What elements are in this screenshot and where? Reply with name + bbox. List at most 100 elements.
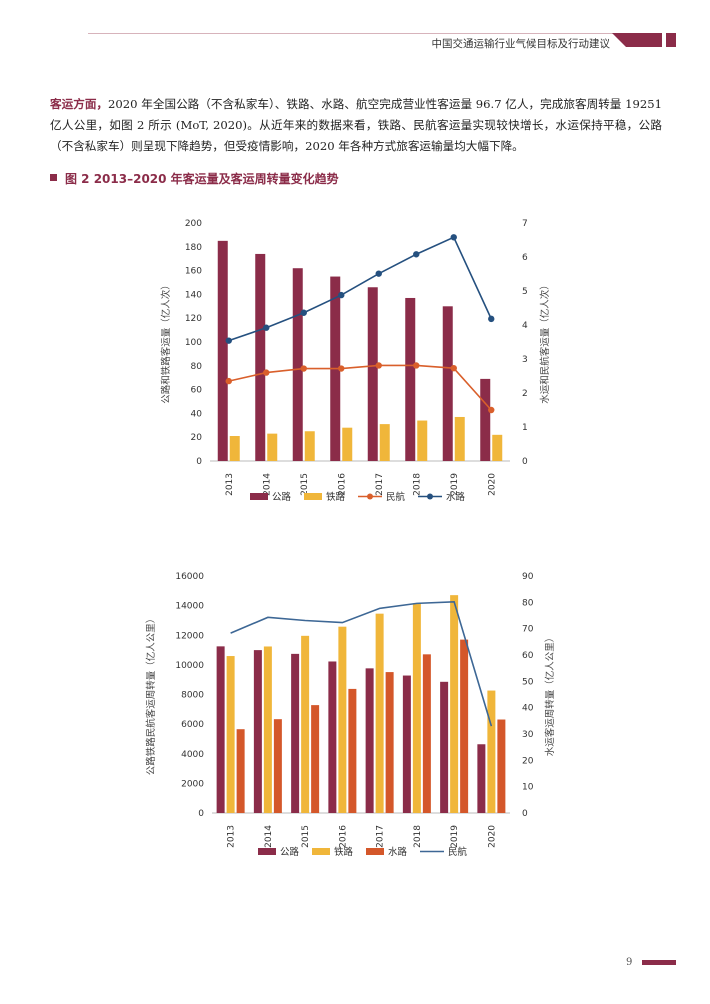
y-right-tick-label: 6 [522, 253, 528, 263]
y-left-tick-label: 14000 [175, 602, 204, 612]
point-水路-2015 [300, 309, 307, 316]
y-right-tick-label: 50 [522, 677, 534, 687]
paragraph-lead: 客运方面， [50, 97, 109, 111]
header-accent-square [666, 33, 676, 47]
point-民航-2015 [300, 365, 307, 372]
y-left-tick-label: 180 [185, 243, 202, 253]
legend-label-水路: 水路 [446, 491, 466, 503]
y-left-tick-label: 4000 [181, 750, 204, 760]
bar-铁路-2017 [379, 424, 390, 461]
y-left-tick-label: 6000 [181, 720, 204, 730]
y-right-tick-label: 80 [522, 598, 534, 608]
x-tick-label: 2013 [225, 473, 235, 496]
x-tick-label: 2015 [300, 473, 310, 496]
y-left-tick-label: 120 [185, 314, 202, 324]
x-tick-label: 2016 [337, 473, 347, 496]
point-民航-2018 [413, 362, 420, 369]
legend-label-民航: 民航 [386, 491, 406, 503]
y-left-tick-label: 10000 [175, 661, 204, 671]
y-right-tick-label: 30 [522, 730, 534, 740]
bar-铁路-2016 [342, 427, 353, 461]
legend-label-铁路: 铁路 [334, 846, 354, 858]
legend-label-铁路: 铁路 [326, 491, 346, 503]
y-right-tick-label: 90 [522, 572, 534, 582]
legend-marker-民航 [367, 493, 373, 500]
x-tick-label: 2017 [376, 825, 386, 848]
bar-水路-2014 [273, 719, 282, 813]
y-left-tick-label: 12000 [175, 631, 204, 641]
bar-公路-2015 [291, 653, 300, 813]
bar-公路-2015 [292, 268, 303, 461]
bar-铁路-2019 [450, 595, 459, 813]
y-right-tick-label: 4 [522, 321, 528, 331]
x-tick-label: 2017 [375, 473, 385, 496]
y-right-tick-label: 3 [522, 355, 528, 365]
point-水路-2020 [488, 315, 495, 323]
bar-铁路-2019 [454, 416, 465, 461]
y-left-tick-label: 140 [185, 290, 202, 300]
point-民航-2017 [375, 362, 382, 369]
bar-铁路-2016 [338, 626, 347, 813]
bar-铁路-2013 [229, 436, 240, 461]
page-number: 9 [626, 957, 633, 968]
y-right-tick-label: 1 [522, 423, 528, 433]
y-left-tick-label: 2000 [181, 779, 204, 789]
point-民航-2016 [338, 365, 345, 372]
bar-公路-2013 [217, 240, 228, 461]
y-left-tick-label: 60 [191, 386, 203, 396]
y-right-tick-label: 60 [522, 651, 534, 661]
legend-label-民航: 民航 [448, 846, 468, 858]
bar-铁路-2014 [267, 433, 278, 461]
bar-公路-2014 [253, 650, 262, 813]
y-left-tick-label: 20 [191, 433, 203, 443]
y-right-tick-label: 20 [522, 756, 534, 766]
header-accent-tab [612, 33, 662, 47]
bar-公路-2013 [216, 646, 225, 813]
figure-bullet-square [50, 174, 57, 181]
legend-swatch-公路 [258, 848, 276, 855]
x-tick-label: 2015 [301, 825, 311, 848]
point-民航-2014 [263, 369, 270, 376]
x-tick-label: 2016 [338, 825, 348, 848]
x-tick-label: 2020 [487, 825, 497, 848]
y-left-axis-label: 公路和铁路客运量（亿人次） [160, 280, 172, 404]
y-right-tick-label: 5 [522, 287, 528, 297]
paragraph-body: 2020 年全国公路（不含私家车）、铁路、水路、航空完成营业性客运量 96.7 … [50, 97, 662, 153]
figure-title-text: 图 2 2013–2020 年客运量及客运周转量变化趋势 [65, 172, 339, 186]
legend-swatch-铁路 [304, 493, 322, 500]
bar-铁路-2018 [412, 603, 421, 813]
y-left-tick-label: 8000 [181, 691, 204, 701]
y-left-tick-label: 160 [185, 267, 202, 277]
bar-铁路-2020 [487, 690, 496, 813]
bar-铁路-2020 [492, 434, 503, 461]
y-left-tick-label: 0 [198, 809, 204, 819]
bar-水路-2017 [385, 672, 394, 813]
bar-水路-2016 [348, 688, 357, 813]
x-tick-label: 2013 [227, 825, 237, 848]
x-tick-label: 2014 [262, 473, 272, 496]
y-right-tick-label: 10 [522, 783, 534, 793]
point-民航-2020 [488, 406, 495, 414]
y-left-tick-label: 40 [191, 409, 203, 419]
y-left-tick-label: 0 [196, 457, 202, 467]
x-tick-label: 2018 [413, 825, 423, 848]
bar-铁路-2017 [375, 613, 384, 813]
bar-公路-2016 [328, 661, 337, 813]
legend-label-水路: 水路 [388, 846, 408, 858]
figure-title: 图 2 2013–2020 年客运量及客运周转量变化趋势 [50, 170, 339, 187]
bar-公路-2018 [402, 675, 411, 813]
page-number-bar [642, 960, 676, 965]
bar-水路-2019 [460, 639, 469, 813]
bar-公路-2014 [255, 253, 266, 461]
bar-公路-2020 [480, 378, 491, 461]
legend-label-公路: 公路 [280, 846, 300, 858]
body-paragraph: 客运方面，2020 年全国公路（不含私家车）、铁路、水路、航空完成营业性客运量 … [50, 94, 662, 157]
bar-铁路-2018 [417, 420, 428, 461]
legend-swatch-水路 [366, 848, 384, 855]
bar-铁路-2013 [226, 656, 235, 813]
point-水路-2017 [375, 270, 382, 277]
line-水路 [228, 236, 492, 342]
point-水路-2014 [263, 324, 270, 331]
y-left-tick-label: 80 [191, 362, 203, 372]
x-tick-label: 2020 [487, 473, 497, 496]
